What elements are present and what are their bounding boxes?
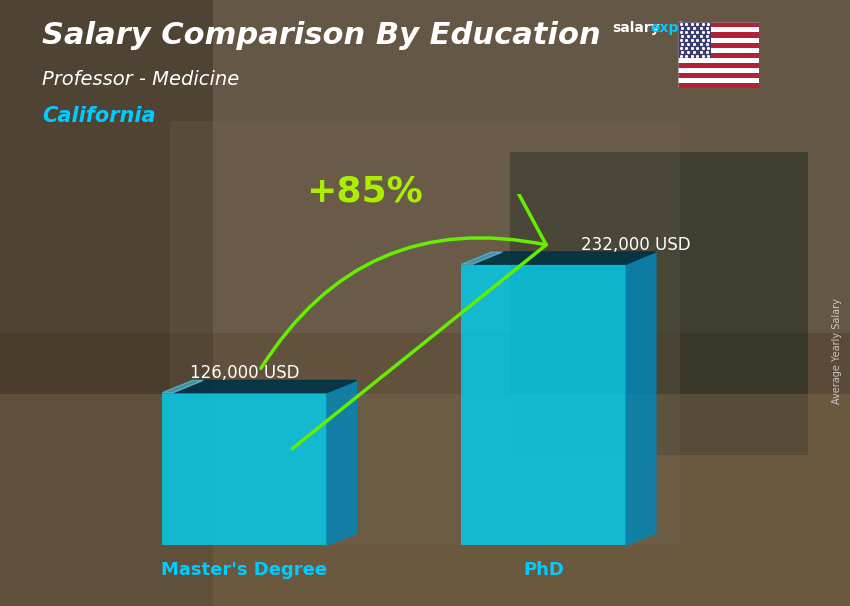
Polygon shape: [626, 252, 656, 545]
Polygon shape: [462, 252, 656, 264]
FancyArrowPatch shape: [261, 0, 547, 448]
Bar: [678, 62, 759, 68]
Text: PhD: PhD: [524, 561, 564, 579]
Bar: [462, 264, 626, 545]
Bar: [678, 68, 759, 73]
Text: explorer.com: explorer.com: [650, 21, 751, 35]
Bar: [162, 393, 326, 545]
Text: 232,000 USD: 232,000 USD: [581, 236, 691, 254]
Bar: [678, 73, 759, 78]
Bar: [678, 22, 711, 58]
Bar: [678, 78, 759, 83]
Text: Master's Degree: Master's Degree: [162, 561, 327, 579]
Text: Average Yearly Salary: Average Yearly Salary: [832, 299, 842, 404]
Bar: [510, 152, 808, 454]
Bar: [678, 58, 759, 62]
Text: salary: salary: [612, 21, 660, 35]
Bar: [678, 42, 759, 48]
Bar: [0, 394, 850, 606]
Bar: [170, 121, 680, 545]
Bar: [678, 48, 759, 53]
Bar: [678, 38, 759, 42]
Text: 126,000 USD: 126,000 USD: [190, 364, 299, 382]
Text: Professor - Medicine: Professor - Medicine: [42, 70, 240, 88]
Text: California: California: [42, 106, 156, 126]
Polygon shape: [326, 381, 357, 545]
Text: Salary Comparison By Education: Salary Comparison By Education: [42, 21, 601, 50]
Bar: [678, 83, 759, 88]
Bar: [678, 53, 759, 58]
Polygon shape: [162, 381, 203, 393]
Polygon shape: [462, 252, 502, 264]
Polygon shape: [162, 381, 357, 393]
Bar: [678, 22, 759, 27]
Bar: [678, 33, 759, 38]
Bar: [678, 27, 759, 33]
Bar: [0, 0, 850, 333]
Text: +85%: +85%: [306, 175, 422, 208]
Bar: [0, 0, 212, 606]
